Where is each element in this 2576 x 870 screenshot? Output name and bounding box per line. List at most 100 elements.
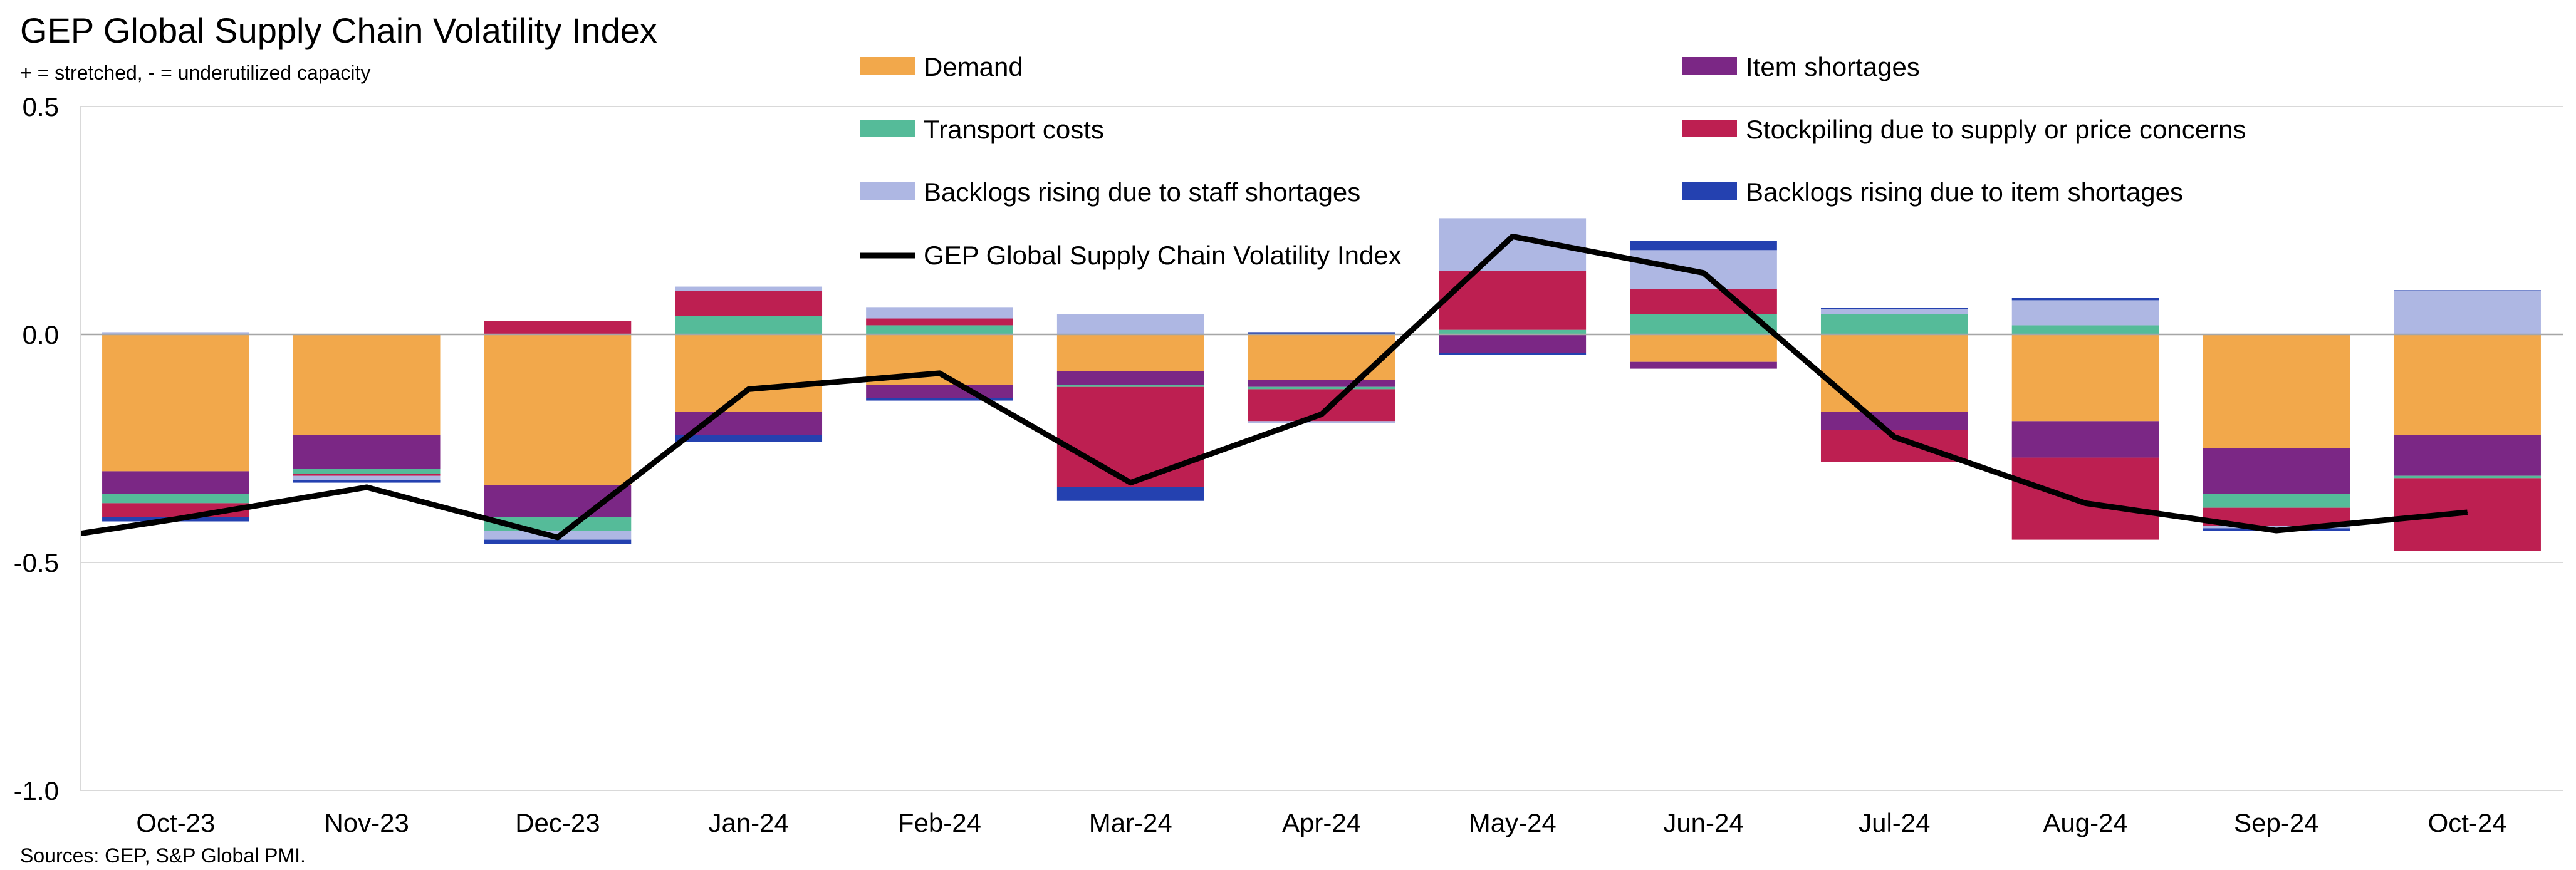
x-tick-label: May-24 (1469, 808, 1557, 837)
index-line (80, 233, 2468, 541)
index-line-point (175, 518, 177, 520)
bar-segment-stockpiling-due-to-supply-or-price-concerns (1056, 386, 1204, 487)
gridlines (80, 106, 2563, 791)
index-line-point (1703, 272, 1704, 274)
legend-label-backlogs-rising-due-to-item-shortages: Backlogs rising due to item shortages (1746, 177, 2183, 207)
legend-swatch-backlogs-rising-due-to-staff-shortages (860, 182, 915, 200)
bar-segment-transport-costs (866, 325, 1013, 334)
index-line-point (2085, 502, 2087, 504)
bar-segment-transport-costs (1248, 386, 1395, 390)
bar-segment-transport-costs (1056, 385, 1204, 387)
bar-segment-backlogs-rising-due-to-item-shortages (1248, 332, 1395, 334)
bar-segment-stockpiling-due-to-supply-or-price-concerns (293, 474, 441, 476)
legend-swatch-demand (860, 57, 915, 75)
bar-segment-backlogs-rising-due-to-staff-shortages (2203, 526, 2350, 529)
bar-segment-backlogs-rising-due-to-staff-shortages (1820, 309, 1968, 314)
x-tick-label: Oct-24 (2428, 808, 2507, 837)
bar-segment-demand (1248, 334, 1395, 380)
legend-label-item-shortages: Item shortages (1746, 52, 1920, 81)
y-tick-label: 0.0 (23, 320, 59, 350)
index-line-point (366, 486, 368, 488)
bar-segment-transport-costs (293, 469, 441, 474)
bar-segment-backlogs-rising-due-to-item-shortages (293, 480, 441, 483)
chart-title: GEP Global Supply Chain Volatility Index (20, 11, 657, 50)
x-tick-label: Feb-24 (898, 808, 981, 837)
x-tick-label: Dec-23 (515, 808, 600, 837)
x-tick-label: Nov-23 (324, 808, 409, 837)
index-line-point (939, 372, 941, 374)
index-line-point (2275, 530, 2277, 532)
bar-segment-demand (484, 334, 632, 485)
bar-segment-stockpiling-due-to-supply-or-price-concerns (1439, 271, 1587, 330)
bar-segment-backlogs-rising-due-to-item-shortages (484, 539, 632, 544)
bar-segment-backlogs-rising-due-to-staff-shortages (1248, 421, 1395, 423)
bar-segment-backlogs-rising-due-to-item-shortages (675, 435, 823, 442)
legend: Demand Item shortages Transport costs Stock… (860, 52, 2246, 270)
x-tick-label: Apr-24 (1282, 808, 1361, 837)
axes: 0.5 0.0 -0.5 -1.0 Oct-23 Nov-23 Dec-23 Jan-24 Fe… (14, 92, 2507, 837)
bar-segment-item-shortages (1248, 380, 1395, 387)
x-tick-label: Oct-23 (136, 808, 215, 837)
y-tick-label: -0.5 (14, 548, 59, 577)
legend-swatch-stockpiling-due-to-supply-or-price-concerns (1682, 120, 1737, 137)
bar-segment-item-shortages (1820, 412, 1968, 430)
index-line-point (748, 388, 749, 390)
legend-label-transport-costs: Transport costs (924, 115, 1104, 144)
bar-segment-backlogs-rising-due-to-staff-shortages (2011, 300, 2159, 326)
legend-label-backlogs-rising-due-to-staff-shortages: Backlogs rising due to staff shortages (924, 177, 1360, 207)
index-line-point (1321, 413, 1322, 415)
bar-segment-stockpiling-due-to-supply-or-price-concerns (675, 291, 823, 316)
bar-segment-stockpiling-due-to-supply-or-price-concerns (866, 318, 1013, 326)
index-line-point (1130, 482, 1132, 484)
source-note: Sources: GEP, S&P Global PMI. (20, 844, 306, 867)
legend-label-index-line: GEP Global Supply Chain Volatility Index (924, 241, 1402, 270)
bar-segment-backlogs-rising-due-to-staff-shortages (1630, 250, 1777, 289)
bar-segment-item-shortages (102, 471, 249, 494)
bar-segment-item-shortages (1439, 334, 1587, 353)
bar-segment-backlogs-rising-due-to-staff-shortages (293, 475, 441, 480)
index-line-path (80, 233, 2468, 541)
index-line-point (1511, 236, 1513, 237)
bar-segment-item-shortages (293, 435, 441, 469)
x-tick-label: Jan-24 (708, 808, 788, 837)
y-tick-label: -1.0 (14, 776, 59, 805)
index-line-point (1894, 436, 1895, 438)
bar-segment-item-shortages (675, 412, 823, 435)
bar-segment-demand (2011, 334, 2159, 422)
legend-label-stockpiling-due-to-supply-or-price-concerns: Stockpiling due to supply or price conce… (1746, 115, 2246, 144)
bar-segment-backlogs-rising-due-to-staff-shortages (1056, 314, 1204, 334)
x-tick-label: Mar-24 (1089, 808, 1172, 837)
bar-segment-transport-costs (2011, 325, 2159, 334)
bar-segment-backlogs-rising-due-to-staff-shortages (2394, 291, 2541, 334)
y-tick-label: 0.5 (23, 92, 59, 122)
bar-segment-backlogs-rising-due-to-item-shortages (2394, 290, 2541, 291)
bar-segment-stockpiling-due-to-supply-or-price-concerns (1630, 289, 1777, 314)
bar-segment-transport-costs (1439, 329, 1587, 334)
bar-segment-demand (102, 334, 249, 472)
bar-segment-item-shortages (2203, 448, 2350, 494)
legend-swatch-backlogs-rising-due-to-item-shortages (1682, 182, 1737, 200)
legend-label-demand: Demand (924, 52, 1023, 81)
bar-segment-backlogs-rising-due-to-item-shortages (2011, 298, 2159, 301)
legend-swatch-item-shortages (1682, 57, 1737, 75)
bar-segment-transport-costs (2394, 475, 2541, 479)
bar-segment-demand (2203, 334, 2350, 448)
bar-segment-item-shortages (1630, 361, 1777, 369)
bar-segment-stockpiling-due-to-supply-or-price-concerns (2011, 457, 2159, 540)
bar-segment-backlogs-rising-due-to-staff-shortages (866, 307, 1013, 319)
bar-segment-backlogs-rising-due-to-item-shortages (1820, 308, 1968, 309)
bar-segment-demand (1056, 334, 1204, 371)
index-line-point (2466, 511, 2468, 513)
bar-segment-backlogs-rising-due-to-item-shortages (1056, 487, 1204, 501)
bar-segment-transport-costs (675, 316, 823, 334)
bar-segment-transport-costs (102, 494, 249, 504)
bar-segment-item-shortages (2011, 421, 2159, 458)
bar-segment-demand (1630, 334, 1777, 362)
x-tick-label: Sep-24 (2234, 808, 2318, 837)
x-tick-label: Aug-24 (2043, 808, 2127, 837)
bar-segment-transport-costs (2203, 494, 2350, 508)
bar-segment-item-shortages (2394, 435, 2541, 476)
bar-segment-backlogs-rising-due-to-item-shortages (1439, 353, 1587, 355)
x-tick-label: Jun-24 (1663, 808, 1743, 837)
